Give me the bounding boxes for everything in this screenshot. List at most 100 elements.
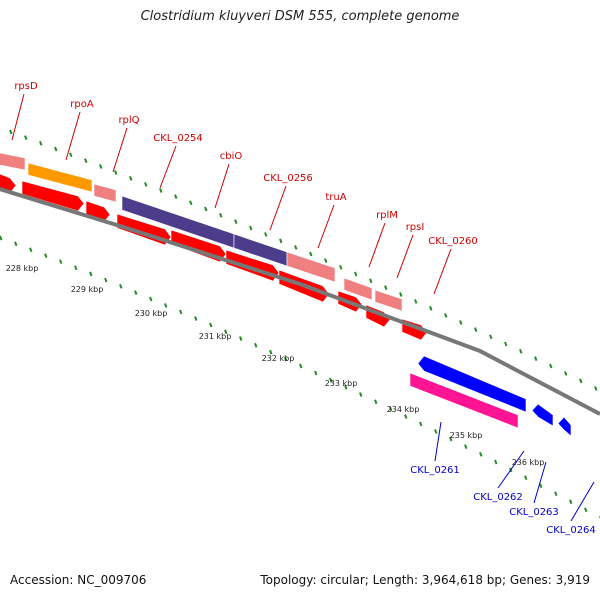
gene-label[interactable]: CKL_0256 bbox=[263, 173, 313, 184]
kbp-position-label: 235 kbp bbox=[450, 431, 483, 440]
label-leader-line bbox=[570, 481, 595, 522]
tick-mark bbox=[134, 290, 138, 295]
feature-block[interactable] bbox=[374, 289, 403, 312]
forward-cds-arrow[interactable] bbox=[21, 180, 85, 212]
kbp-position-label: 232 kbp bbox=[262, 354, 295, 363]
label-leader-line bbox=[112, 127, 128, 173]
gene-label[interactable]: rplM bbox=[376, 210, 398, 221]
tick-mark bbox=[54, 146, 58, 152]
tick-mark bbox=[339, 264, 343, 270]
reverse-cds-arrow[interactable] bbox=[557, 416, 572, 437]
tick-mark bbox=[234, 219, 238, 224]
tick-mark bbox=[179, 309, 183, 315]
label-leader-line bbox=[497, 450, 525, 489]
tick-mark bbox=[434, 429, 438, 434]
tick-mark bbox=[174, 194, 178, 199]
gene-label[interactable]: CKL_0260 bbox=[428, 236, 478, 247]
feature-block[interactable] bbox=[409, 372, 519, 429]
accession-label: Accession: NC_009706 bbox=[10, 573, 147, 587]
gene-label[interactable]: CKL_0262 bbox=[473, 492, 523, 503]
gene-label[interactable]: rpsI bbox=[406, 222, 425, 233]
map-title: Clostridium kluyveri DSM 555, complete g… bbox=[140, 9, 460, 24]
tick-mark bbox=[224, 329, 228, 335]
reverse-cds-arrow[interactable] bbox=[417, 355, 527, 413]
tick-mark bbox=[104, 277, 108, 283]
feature-block[interactable] bbox=[343, 277, 373, 301]
tick-mark bbox=[534, 356, 538, 361]
tick-mark bbox=[459, 320, 463, 325]
feature-block[interactable] bbox=[286, 251, 336, 283]
label-leader-line bbox=[11, 93, 25, 141]
gene-label[interactable]: CKL_0263 bbox=[509, 507, 559, 518]
feature-track bbox=[0, 152, 572, 437]
tick-mark bbox=[584, 507, 588, 513]
label-leader-line bbox=[368, 222, 386, 268]
feature-block[interactable] bbox=[27, 162, 93, 193]
tick-mark bbox=[84, 158, 88, 163]
tick-mark bbox=[209, 322, 213, 328]
tick-mark bbox=[369, 278, 373, 284]
gene-label[interactable]: rpoA bbox=[70, 99, 94, 110]
tick-mark bbox=[464, 444, 468, 449]
genome-summary: Topology: circular; Length: 3,964,618 bp… bbox=[260, 573, 590, 587]
tick-mark bbox=[44, 253, 48, 259]
tick-mark bbox=[129, 176, 133, 181]
tick-mark bbox=[279, 238, 283, 244]
tick-mark bbox=[449, 436, 453, 442]
kbp-position-label: 228 kbp bbox=[6, 264, 39, 273]
tick-mark bbox=[564, 371, 568, 376]
tick-mark bbox=[504, 341, 508, 347]
feature-block[interactable] bbox=[93, 183, 117, 203]
tick-mark bbox=[399, 292, 403, 297]
gene-label[interactable]: cbiO bbox=[220, 151, 243, 162]
gene-label[interactable]: truA bbox=[325, 192, 346, 203]
tick-mark bbox=[14, 241, 18, 247]
label-leader-line bbox=[214, 163, 230, 209]
tick-mark bbox=[239, 336, 243, 341]
gene-label[interactable]: CKL_0264 bbox=[546, 525, 596, 536]
tick-mark bbox=[74, 265, 78, 271]
label-leader-line bbox=[159, 145, 177, 189]
kbp-position-label: 231 kbp bbox=[199, 332, 232, 341]
tick-mark bbox=[554, 491, 558, 497]
tick-mark bbox=[284, 356, 288, 362]
tick-mark bbox=[159, 188, 163, 193]
label-leader-line bbox=[433, 248, 452, 295]
tick-mark bbox=[314, 370, 318, 376]
reverse-cds-arrow[interactable] bbox=[531, 403, 554, 427]
genome-backbone bbox=[0, 187, 600, 416]
gene-label[interactable]: CKL_0254 bbox=[153, 133, 203, 144]
tick-mark bbox=[69, 152, 73, 158]
tick-mark bbox=[344, 384, 348, 390]
gene-label[interactable]: rpsD bbox=[14, 81, 38, 92]
feature-block[interactable] bbox=[0, 152, 26, 171]
gene-label[interactable]: CKL_0261 bbox=[410, 465, 460, 476]
tick-mark bbox=[9, 129, 13, 135]
tick-mark bbox=[524, 475, 528, 481]
tick-mark bbox=[264, 232, 268, 237]
kbp-position-label: 234 kbp bbox=[387, 405, 420, 414]
tick-mark bbox=[254, 342, 258, 348]
tick-mark bbox=[0, 235, 3, 241]
kbp-position-label: 230 kbp bbox=[135, 309, 168, 318]
tick-mark bbox=[89, 271, 93, 277]
label-leader-line bbox=[269, 185, 287, 231]
gene-label[interactable]: rplQ bbox=[118, 115, 139, 126]
tick-mark bbox=[149, 296, 153, 302]
tick-mark bbox=[359, 392, 363, 397]
kbp-position-label: 233 kbp bbox=[325, 379, 358, 388]
label-leader-line bbox=[396, 234, 414, 279]
tick-mark bbox=[569, 499, 573, 505]
forward-cds-arrow[interactable] bbox=[0, 172, 17, 194]
forward-cds-arrow[interactable] bbox=[85, 200, 111, 223]
inner-tick-track bbox=[0, 235, 600, 519]
tick-mark bbox=[594, 386, 598, 391]
tick-mark bbox=[519, 348, 523, 354]
kbp-position-label: 236 kbp bbox=[512, 458, 545, 467]
tick-mark bbox=[539, 483, 543, 489]
tick-mark bbox=[384, 285, 388, 290]
tick-mark bbox=[414, 299, 418, 304]
label-leader-line bbox=[317, 204, 335, 249]
